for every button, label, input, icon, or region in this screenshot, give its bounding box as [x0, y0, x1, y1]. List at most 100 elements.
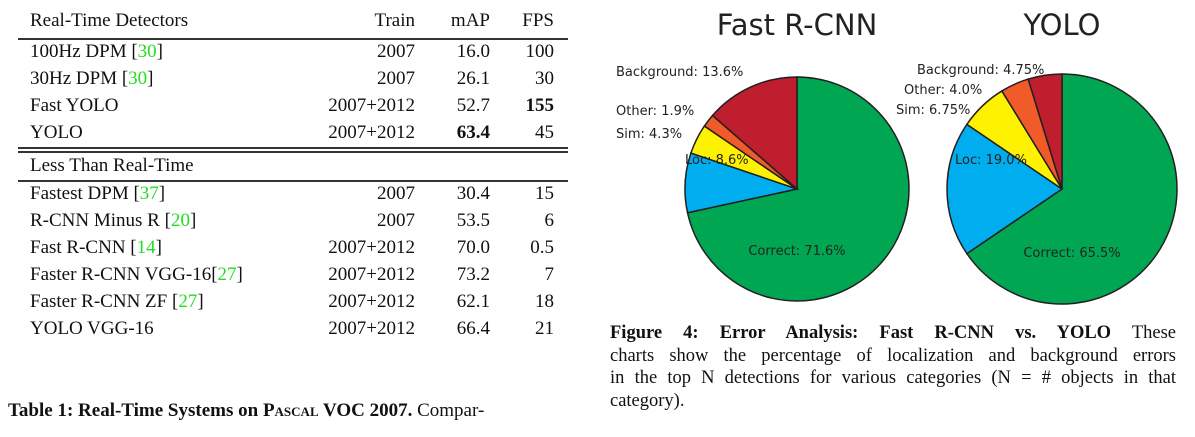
figure-caption-line: in the top N detections for various cate… — [610, 368, 1176, 388]
pie-label-sim: Sim: 4.3% — [616, 127, 682, 142]
fps-cell: 30 — [535, 68, 554, 89]
train-cell: 2007+2012 — [328, 237, 415, 258]
detector-name-text: 30Hz DPM — [30, 68, 122, 89]
detector-name-text: Fastest DPM — [30, 183, 134, 204]
pie-label-correct: Correct: 65.5% — [1023, 246, 1120, 261]
pie-label-background: Background: 4.75% — [917, 63, 1044, 78]
detector-name: R-CNN Minus R [20] — [30, 210, 197, 231]
train-cell: 2007+2012 — [328, 291, 415, 312]
train-cell: 2007+2012 — [328, 95, 415, 116]
table-caption-title: Real-Time Systems on Pascal VOC 2007. — [78, 400, 413, 421]
train-cell: 2007+2012 — [328, 122, 415, 143]
citation-link[interactable]: 30 — [137, 41, 157, 62]
figure-caption-title: Error Analysis: Fast R-CNN vs. YOLO — [719, 323, 1112, 343]
table-caption: Table 1: Real-Time Systems on Pascal VOC… — [8, 400, 484, 422]
detector-name-text: YOLO VGG-16 — [30, 318, 154, 339]
fps-cell: 45 — [535, 122, 554, 143]
fps-cell: 18 — [535, 291, 554, 312]
figure-caption: Figure 4: Error Analysis: Fast R-CNN vs.… — [610, 322, 1176, 412]
map-cell: 62.1 — [456, 291, 490, 312]
header-fps: FPS — [522, 10, 554, 31]
section-rule-top — [18, 147, 568, 149]
pie-label-correct: Correct: 71.6% — [748, 244, 845, 259]
table-caption-label: Table 1: — [8, 400, 74, 421]
train-cell: 2007 — [377, 68, 415, 89]
detector-name: 30Hz DPM [30] — [30, 68, 154, 89]
table-row: Fast R-CNN [14] 2007+2012 70.0 0.5 — [18, 235, 568, 261]
pie-label-sim: Sim: 6.75% — [896, 103, 970, 118]
detector-name: Faster R-CNN VGG-16[27] — [30, 264, 243, 285]
map-cell: 52.7 — [456, 95, 490, 116]
map-cell: 26.1 — [456, 68, 490, 89]
figure-caption-label: Figure 4: — [610, 323, 699, 343]
header-train: Train — [374, 10, 415, 31]
detector-name: Fast R-CNN [14] — [30, 237, 162, 258]
train-cell: 2007 — [377, 210, 415, 231]
train-cell: 2007 — [377, 41, 415, 62]
table-row: R-CNN Minus R [20] 2007 53.5 6 — [18, 208, 568, 234]
fps-cell: 6 — [544, 210, 555, 231]
detector-name-text: R-CNN Minus R — [30, 210, 165, 231]
detector-name-text: YOLO — [30, 122, 83, 143]
map-cell: 16.0 — [456, 41, 490, 62]
citation-link[interactable]: 27 — [178, 291, 198, 312]
detector-name-text: Faster R-CNN VGG-16 — [30, 264, 212, 285]
map-cell: 66.4 — [456, 318, 490, 339]
detector-name-text: Fast YOLO — [30, 95, 119, 116]
detector-name: Fast YOLO — [30, 93, 119, 119]
header-map: mAP — [450, 10, 490, 31]
pie-title-yolo: YOLO — [1023, 8, 1101, 42]
figure-caption-line: charts show the percentage of localizati… — [610, 345, 1176, 366]
pie-label-other: Other: 1.9% — [616, 104, 694, 119]
figure-caption-line: category). — [610, 390, 685, 411]
section2-rule — [18, 180, 568, 182]
detector-name: 100Hz DPM [30] — [30, 41, 163, 62]
pie-label-loc: Loc: 19.0% — [955, 153, 1027, 168]
map-cell: 73.2 — [456, 264, 490, 285]
table-row: Faster R-CNN VGG-16[27] 2007+2012 73.2 7 — [18, 262, 568, 288]
pie-slice-background — [711, 76, 798, 191]
table-row: Faster R-CNN ZF [27] 2007+2012 62.1 18 — [18, 289, 568, 315]
map-cell: 70.0 — [456, 237, 490, 258]
pie-slice-correct — [965, 73, 1178, 305]
header-rule — [18, 38, 568, 40]
citation-link[interactable]: 37 — [139, 183, 159, 204]
citation-link[interactable]: 20 — [170, 210, 190, 231]
pie-slice-background — [1027, 73, 1063, 190]
citation-link[interactable]: 14 — [136, 237, 156, 258]
map-cell: 63.4 — [456, 122, 490, 143]
detector-name: YOLO VGG-16 — [30, 316, 154, 342]
detector-name-text: 100Hz DPM — [30, 41, 132, 62]
table-row: Fast YOLO 2007+2012 52.7 155 — [18, 93, 568, 119]
fps-cell: 7 — [544, 264, 555, 285]
fps-cell: 21 — [535, 318, 554, 339]
detector-name: Fastest DPM [37] — [30, 183, 166, 204]
pie-label-loc: Loc: 8.6% — [685, 153, 749, 168]
detector-name-text: Faster R-CNN ZF — [30, 291, 172, 312]
pie-slice-loc — [946, 123, 1064, 255]
detector-name-text: Fast R-CNN — [30, 237, 131, 258]
table-row: 30Hz DPM [30] 2007 26.1 30 — [18, 66, 568, 92]
pie-label-other: Other: 4.0% — [904, 83, 982, 98]
citation-link[interactable]: 30 — [128, 68, 148, 89]
pie-label-background: Background: 13.6% — [616, 65, 743, 80]
figure-caption-text: These — [1111, 323, 1177, 343]
train-cell: 2007+2012 — [328, 264, 415, 285]
detector-name: Faster R-CNN ZF [27] — [30, 291, 204, 312]
table-caption-text: Compar- — [412, 400, 485, 421]
fps-cell: 100 — [525, 41, 555, 62]
citation-link[interactable]: 27 — [217, 264, 237, 285]
table-header: Real-Time Detectors Train mAP FPS — [18, 8, 568, 34]
fps-cell: 155 — [525, 95, 555, 116]
fps-cell: 15 — [535, 183, 554, 204]
section-rule-bottom — [18, 151, 568, 153]
section-title: Less Than Real-Time — [30, 155, 194, 176]
table-row: 100Hz DPM [30] 2007 16.0 100 — [18, 39, 568, 65]
map-cell: 30.4 — [456, 183, 490, 204]
header-detector: Real-Time Detectors — [30, 10, 189, 31]
section-header: Less Than Real-Time — [18, 153, 568, 179]
table-row: Fastest DPM [37] 2007 30.4 15 — [18, 181, 568, 207]
pie-title-fast-rcnn: Fast R-CNN — [716, 8, 878, 42]
table-row: YOLO VGG-16 2007+2012 66.4 21 — [18, 316, 568, 342]
